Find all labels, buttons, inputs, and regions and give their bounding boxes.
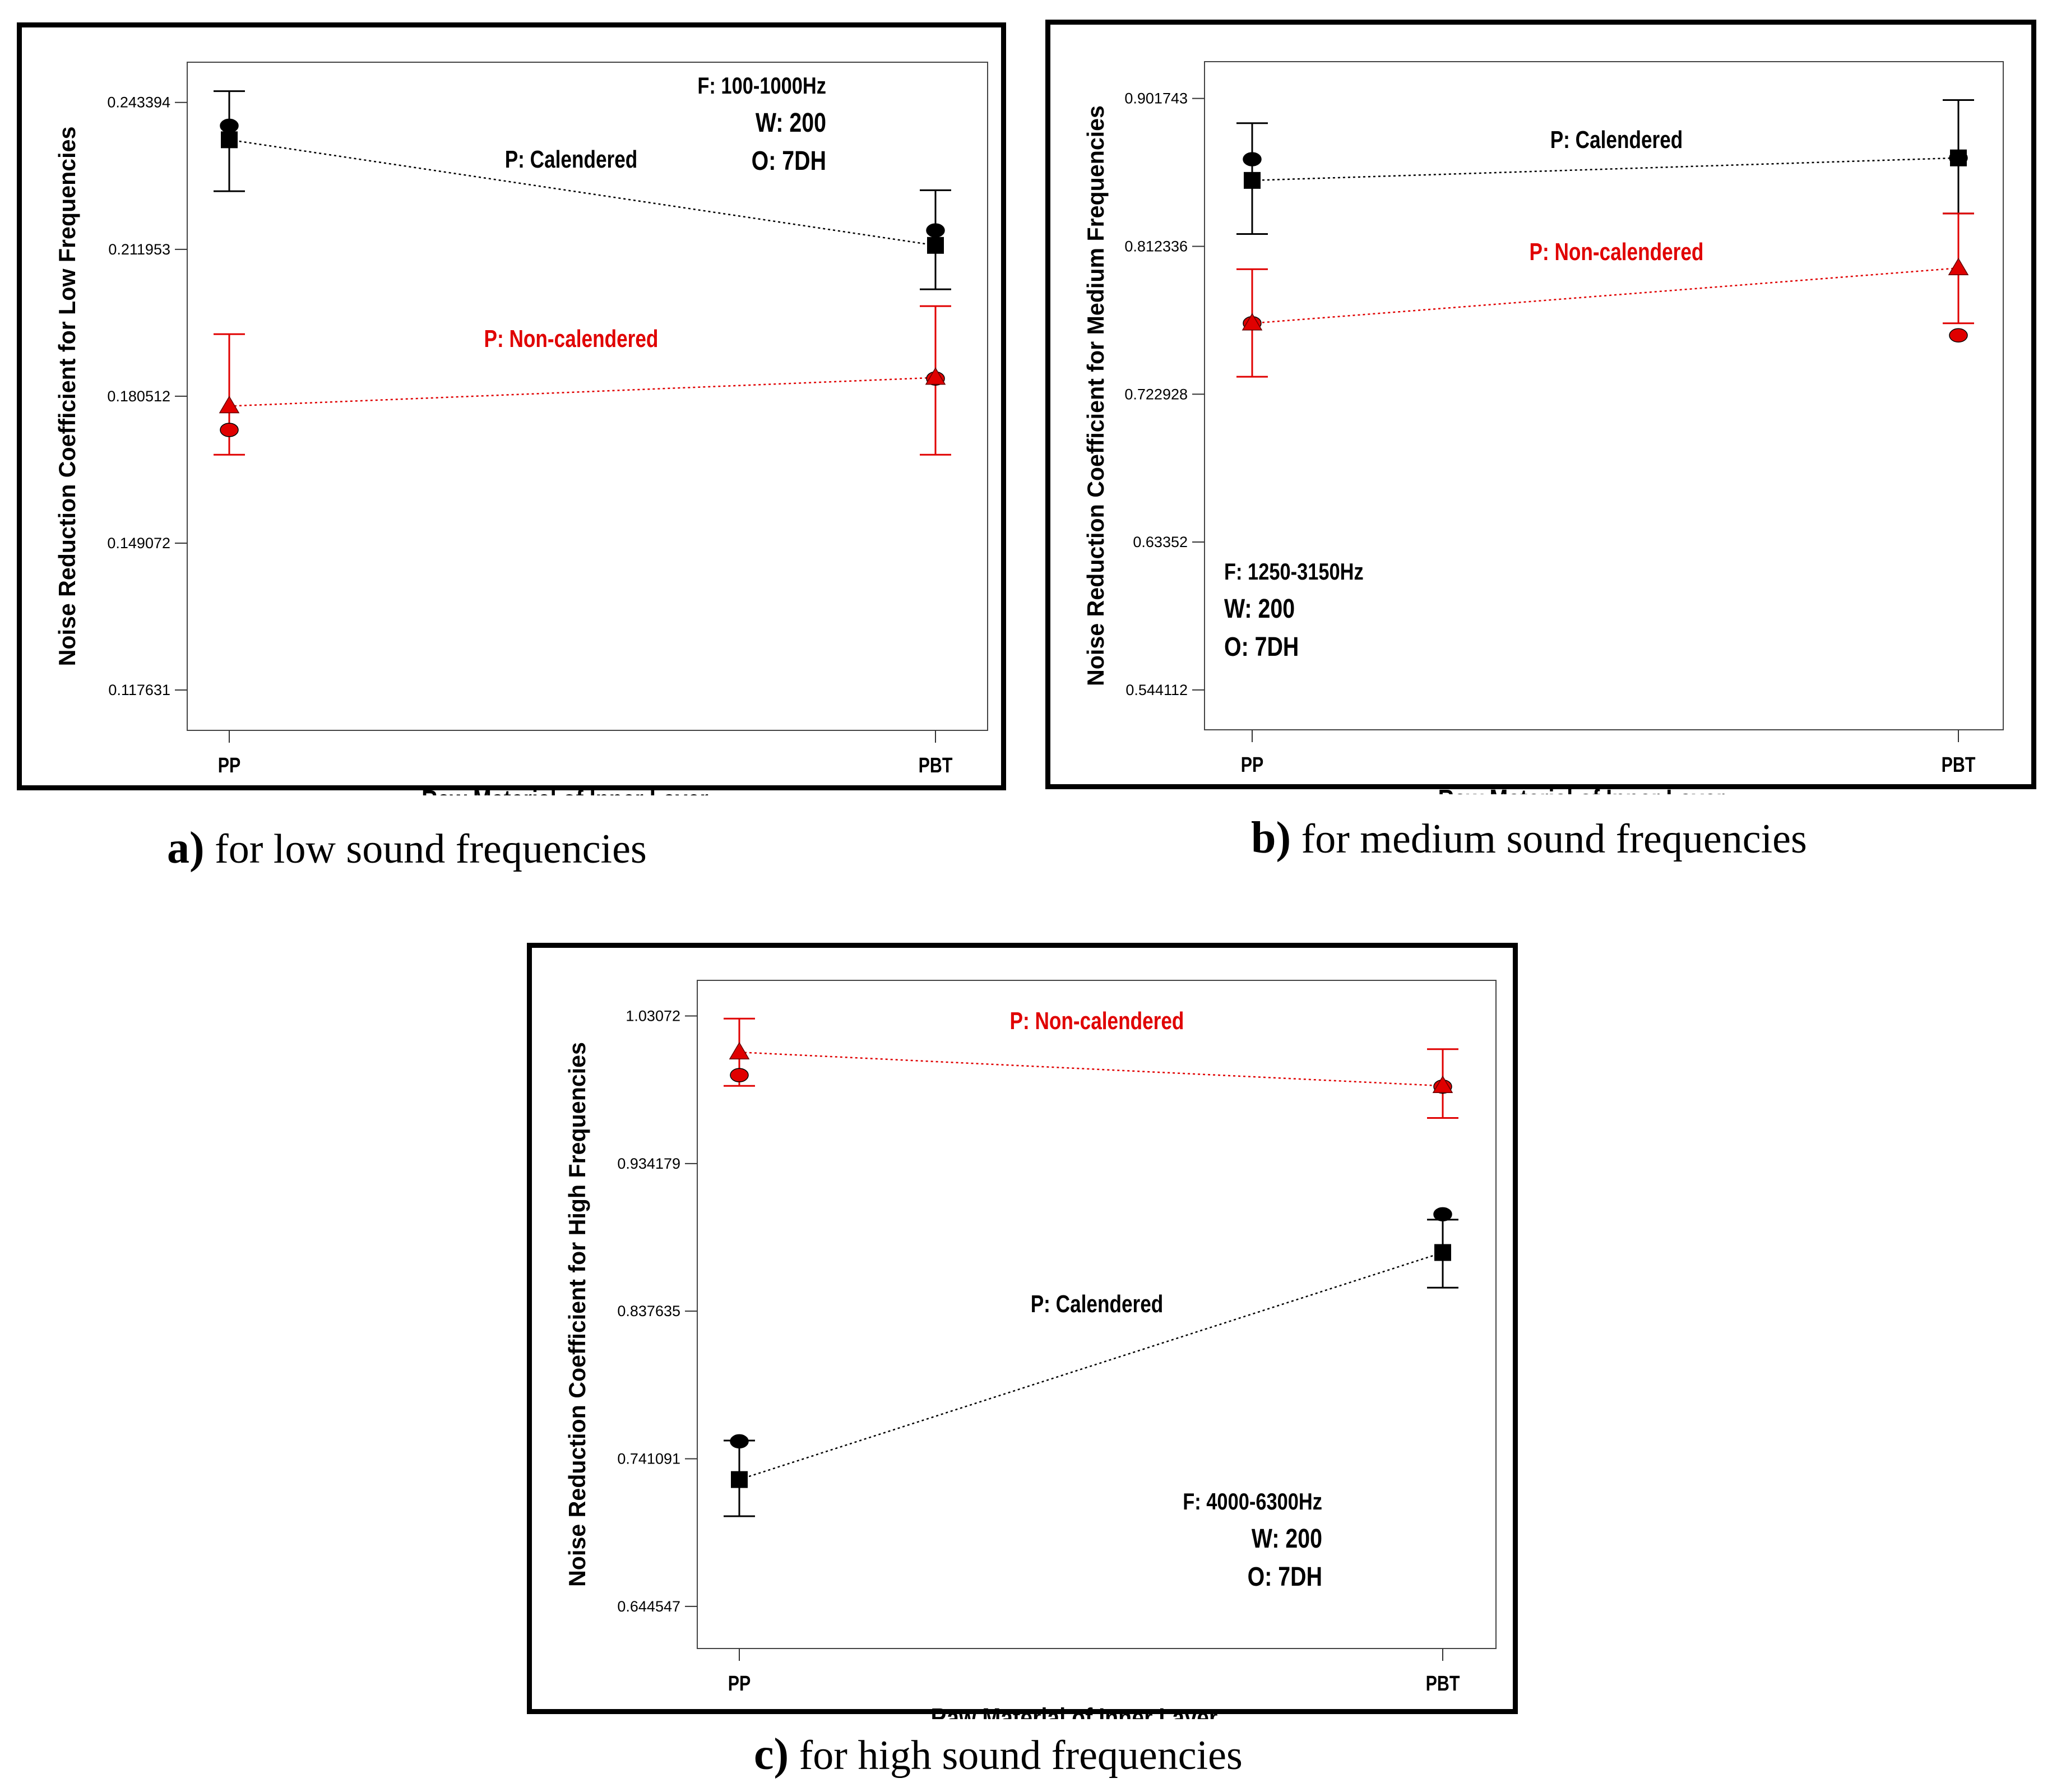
orientation-info: O: 7DH	[1224, 632, 1299, 662]
x-tick-label: PBT	[1942, 753, 1976, 777]
y-axis-title: Noise Reduction Coefficient for High Fre…	[564, 1042, 590, 1587]
non-calendered-series-label: P: Non-calendered	[1010, 1007, 1184, 1035]
y-axis-title: Noise Reduction Coefficient for Medium F…	[1082, 105, 1109, 686]
y-tick-label: 0.644547	[617, 1598, 680, 1615]
caption-c: c) for high sound frequencies	[754, 1729, 1243, 1780]
x-tick-label: PBT	[1426, 1672, 1460, 1696]
non-calendered-series-label: P: Non-calendered	[484, 325, 659, 353]
y-tick-label: 0.722928	[1124, 386, 1188, 402]
frequency-info: F: 100-1000Hz	[697, 73, 826, 99]
non-calendered-triangle-point	[729, 1041, 750, 1059]
y-tick-label: 0.63352	[1133, 534, 1188, 550]
width-info: W: 200	[1224, 594, 1295, 624]
panel-a-low-frequencies: 0.117631 0.149072 0.180512 0.211953 0.243394…	[17, 22, 1006, 795]
y-tick-label: 0.934179	[617, 1155, 680, 1172]
calendered-circle-point	[730, 1434, 749, 1449]
frequency-info: F: 1250-3150Hz	[1224, 559, 1364, 585]
non-calendered-circle-point	[730, 1068, 749, 1082]
calendered-square-point	[927, 237, 944, 254]
calendered-circle-point	[220, 118, 239, 133]
non-calendered-circle-point	[220, 423, 239, 437]
panel-b-medium-frequencies: 0.544112 0.63352 0.722928 0.812336 0.901743 P…	[1045, 20, 2036, 794]
x-axis-title: Raw Material of Inner Layer	[931, 1703, 1218, 1719]
frequency-info: F: 4000-6300Hz	[1183, 1489, 1322, 1515]
caption-b-text: for medium sound frequencies	[1291, 816, 1807, 862]
caption-b-letter: b)	[1251, 813, 1291, 863]
chart-low-frequencies: 0.117631 0.149072 0.180512 0.211953 0.243394…	[54, 62, 988, 795]
x-tick-label: PP	[218, 754, 241, 777]
x-tick-label: PP	[728, 1672, 751, 1696]
calendered-circle-point	[926, 223, 945, 238]
y-tick-label: 0.117631	[108, 682, 170, 698]
caption-b: b) for medium sound frequencies	[1251, 813, 1807, 864]
non-calendered-line	[1252, 267, 1959, 325]
caption-c-text: for high sound frequencies	[789, 1733, 1243, 1779]
plot-area	[1204, 61, 2004, 730]
y-tick-label: 0.211953	[108, 241, 170, 258]
caption-a-letter: a)	[167, 823, 205, 873]
x-tick-label: PBT	[919, 754, 953, 777]
non-calendered-triangle-point	[219, 396, 240, 414]
y-tick-label: 0.812336	[1124, 238, 1188, 254]
calendered-series-label: P: Calendered	[505, 146, 638, 173]
calendered-square-point	[731, 1471, 748, 1488]
orientation-info: O: 7DH	[752, 146, 826, 176]
orientation-info: O: 7DH	[1248, 1562, 1322, 1592]
chart-medium-frequencies: 0.544112 0.63352 0.722928 0.812336 0.901743 P…	[1082, 61, 2004, 794]
x-tick-label: PP	[1241, 753, 1264, 777]
non-calendered-triangle-point	[925, 367, 946, 385]
non-calendered-series-label: P: Non-calendered	[1530, 238, 1704, 266]
x-axis-title: Raw Material of Inner Layer	[421, 785, 708, 795]
y-tick-label: 0.544112	[1125, 682, 1188, 698]
y-tick-label: 0.741091	[617, 1451, 680, 1467]
calendered-square-point	[1950, 149, 1967, 166]
calendered-line	[1252, 157, 1959, 182]
calendered-circle-point	[1243, 152, 1262, 166]
calendered-line	[739, 1252, 1443, 1480]
y-tick-label: 0.180512	[107, 388, 170, 405]
caption-a-text: for low sound frequencies	[204, 826, 647, 872]
y-tick-label: 0.149072	[107, 535, 170, 552]
calendered-series-label: P: Calendered	[1031, 1290, 1164, 1318]
calendered-series-label: P: Calendered	[1550, 126, 1683, 154]
y-axis-title: Noise Reduction Coefficient for Low Freq…	[54, 127, 80, 666]
chart-high-frequencies: 0.644547 0.741091 0.837635 0.934179 1.03072 P…	[564, 980, 1497, 1719]
y-tick-label: 1.03072	[626, 1008, 680, 1025]
y-tick-label: 0.837635	[617, 1303, 680, 1319]
plot-area	[697, 980, 1497, 1649]
calendered-square-point	[1244, 172, 1261, 189]
panel-c-high-frequencies: 0.644547 0.741091 0.837635 0.934179 1.03072 P…	[527, 943, 1518, 1719]
non-calendered-triangle-point	[1242, 313, 1263, 331]
y-tick-label: 0.901743	[1124, 90, 1188, 107]
calendered-circle-point	[1433, 1207, 1452, 1222]
non-calendered-circle-point	[1949, 328, 1968, 343]
caption-a: a) for low sound frequencies	[167, 823, 647, 874]
non-calendered-line	[229, 377, 936, 407]
y-tick-label: 0.243394	[107, 94, 170, 111]
non-calendered-line	[739, 1051, 1443, 1087]
calendered-square-point	[1434, 1244, 1451, 1261]
x-axis-title: Raw Material of Inner Layer	[1438, 784, 1725, 794]
width-info: W: 200	[756, 108, 826, 138]
caption-c-letter: c)	[754, 1730, 789, 1779]
non-calendered-triangle-point	[1948, 257, 1969, 275]
width-info: W: 200	[1252, 1524, 1322, 1554]
calendered-square-point	[221, 131, 238, 149]
non-calendered-triangle-point	[1432, 1075, 1453, 1093]
